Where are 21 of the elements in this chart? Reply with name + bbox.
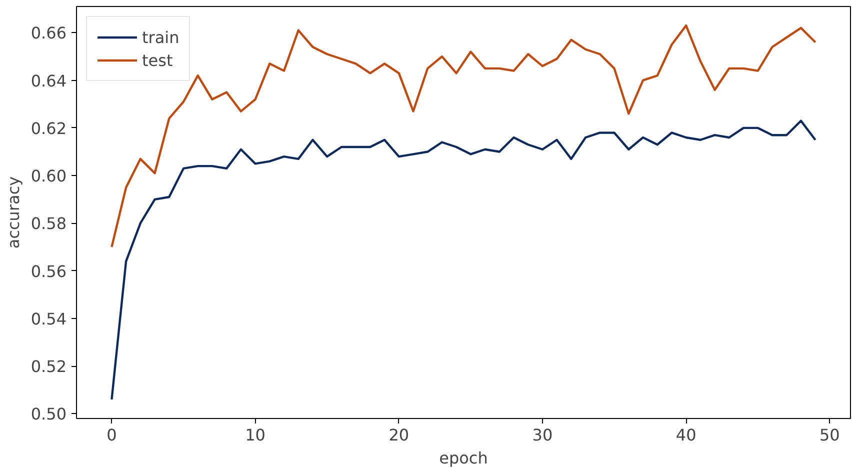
x-tick-label: 30 xyxy=(532,426,553,444)
line-series xyxy=(110,24,816,248)
y-tick-label: 0.60 xyxy=(30,166,66,186)
y-tick-label: 0.52 xyxy=(30,357,66,376)
y-tick-label: 0.56 xyxy=(30,262,66,281)
y-tick-label: 0.54 xyxy=(30,309,66,328)
x-tick-label: 10 xyxy=(245,426,266,444)
line-series xyxy=(110,120,816,401)
x-tick-label: 0 xyxy=(106,426,117,444)
y-tick-label: 0.58 xyxy=(30,214,66,234)
x-tick-label: 50 xyxy=(820,426,840,444)
x-tick-label: 20 xyxy=(388,426,410,444)
y-tick-label: 0.66 xyxy=(30,24,66,43)
legend-label: train xyxy=(142,28,180,46)
x-axis-title: epoch xyxy=(439,448,488,468)
y-tick-label: 0.62 xyxy=(30,118,66,138)
y-axis-title: accuracy xyxy=(4,176,23,249)
legend-label: test xyxy=(142,50,173,70)
y-tick-label: 0.64 xyxy=(30,71,66,90)
x-tick-label: 40 xyxy=(676,426,696,444)
y-tick-label: 0.50 xyxy=(30,404,66,424)
